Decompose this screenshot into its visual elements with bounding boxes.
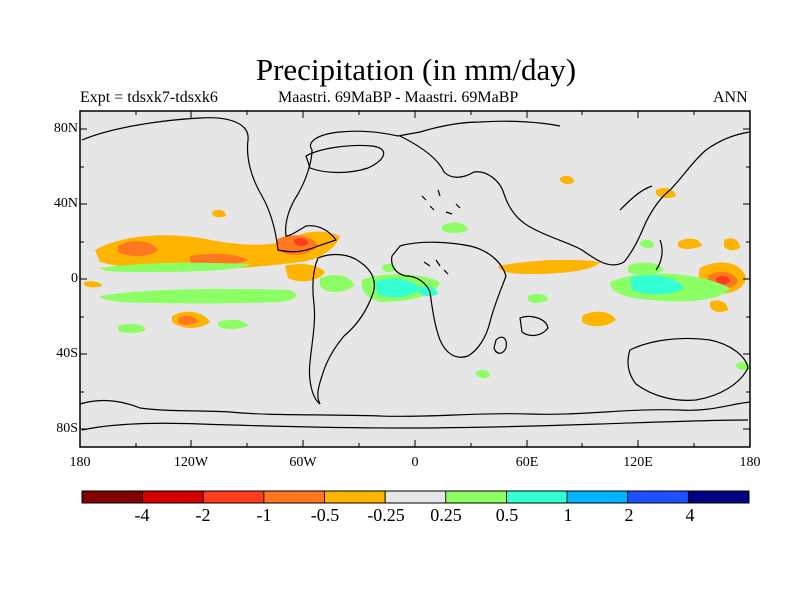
- anomaly-patch-neg: [498, 259, 600, 274]
- colorbar-swatch: [202, 490, 265, 504]
- colorbar-swatch: [384, 490, 447, 504]
- coastline-asia-east: [619, 185, 663, 271]
- experiment-label: Expt = tdsxk7-tdsxk6: [80, 89, 218, 106]
- anomaly-patch-pos: [640, 239, 654, 249]
- lon-label: 60W: [289, 455, 317, 470]
- coastline-south-america: [308, 253, 375, 405]
- colorbar-swatch: [506, 490, 568, 504]
- coastline-australia: [627, 337, 749, 401]
- anomaly-patch-pos: [118, 323, 146, 333]
- anomaly-patch-neg: [190, 253, 248, 265]
- anomaly-patch-pos: [628, 262, 664, 275]
- colorbar-frame: [81, 490, 750, 504]
- anomaly-patch-pos: [100, 262, 250, 272]
- coastline-antarctica-south: [81, 419, 749, 431]
- lon-ticks-bottom: [135, 440, 695, 447]
- colorbar-label: 0.5: [495, 505, 519, 525]
- lon-label: 60E: [515, 455, 539, 470]
- anomaly-patch-neg: [724, 238, 740, 251]
- anomaly-patch-neg: [716, 275, 730, 285]
- lat-label: 80N: [53, 121, 78, 136]
- colorbar-swatch: [566, 490, 629, 504]
- lon-label: 180: [739, 455, 761, 470]
- anomaly-patch-neg: [294, 237, 308, 247]
- colorbar-swatch: [627, 490, 689, 504]
- anomaly-patch-neg: [710, 300, 728, 313]
- anomaly-patch-pos: [442, 222, 468, 233]
- anomaly-patch-pos: [528, 293, 548, 303]
- anomaly-patch-pos: [630, 275, 684, 295]
- anomaly-patch-neg: [178, 315, 198, 325]
- colorbar-swatch: [445, 490, 507, 504]
- colorbar-label: -2: [195, 505, 211, 525]
- coastline-antarctica: [79, 399, 751, 418]
- colorbar-label: -1: [256, 505, 272, 525]
- anomaly-patch-pos: [320, 275, 354, 292]
- colorbar-label: 2: [624, 505, 634, 525]
- coastline-europe-islands: [421, 189, 461, 215]
- lat-label: 0: [71, 271, 78, 286]
- colorbar-swatch: [688, 490, 750, 504]
- coastline-madagascar: [493, 336, 507, 354]
- lon-label: 0: [411, 455, 419, 470]
- lon-ticks-top: [135, 111, 695, 118]
- colorbar-label: -0.5: [310, 505, 340, 525]
- colorbar-label: 4: [685, 505, 695, 525]
- anomaly-patch-neg: [212, 209, 226, 218]
- coastline-africa: [391, 241, 507, 358]
- colorbar-label: 1: [563, 505, 573, 525]
- coastline-tethys-islands: [423, 259, 449, 275]
- colorbar-label: -4: [134, 505, 150, 525]
- anomaly-patch-pos: [218, 319, 248, 329]
- coastline-greenland: [305, 144, 385, 174]
- anomaly-patch-neg: [678, 238, 702, 249]
- anomaly-patch-pos: [100, 288, 296, 304]
- lat-label: 40N: [53, 196, 78, 211]
- lat-ticks-right: [743, 128, 750, 430]
- anomaly-patch-neg: [118, 241, 158, 257]
- anomaly-patch-pos: [476, 369, 490, 379]
- anomaly-patch-neg: [95, 231, 340, 271]
- coastline-north-america: [81, 117, 561, 253]
- colorbar-label: 0.25: [430, 505, 462, 525]
- plot-title: Precipitation (in mm/day): [255, 52, 577, 87]
- anomaly-patch-pos: [374, 278, 420, 298]
- anomaly-patches: [84, 175, 750, 379]
- colorbar-swatch: [81, 490, 143, 504]
- lat-ticks-left: [80, 128, 87, 430]
- axis-ticks: [80, 111, 750, 447]
- season-label: ANN: [713, 89, 748, 106]
- colorbar: [81, 490, 750, 504]
- lon-label: 180: [69, 455, 91, 470]
- colorbar-label: -0.25: [367, 505, 405, 525]
- anomaly-patch-neg: [560, 175, 574, 185]
- period-label: Maastri. 69MaBP - Maastri. 69MaBP: [278, 89, 519, 106]
- coastline-eurasia: [399, 131, 751, 266]
- coastlines: [79, 117, 751, 431]
- anomaly-patch-neg: [582, 311, 616, 327]
- colorbar-swatch: [263, 490, 325, 504]
- lat-label: 40S: [56, 346, 78, 361]
- colorbar-swatch: [324, 490, 386, 504]
- colorbar-swatch: [142, 490, 204, 504]
- anomaly-patch-pos: [418, 286, 438, 297]
- lon-label: 120E: [623, 455, 653, 470]
- anomaly-patch-neg: [84, 281, 102, 288]
- coastline-india: [519, 315, 549, 337]
- lat-label: 80S: [56, 421, 78, 436]
- lon-label: 120W: [173, 455, 209, 470]
